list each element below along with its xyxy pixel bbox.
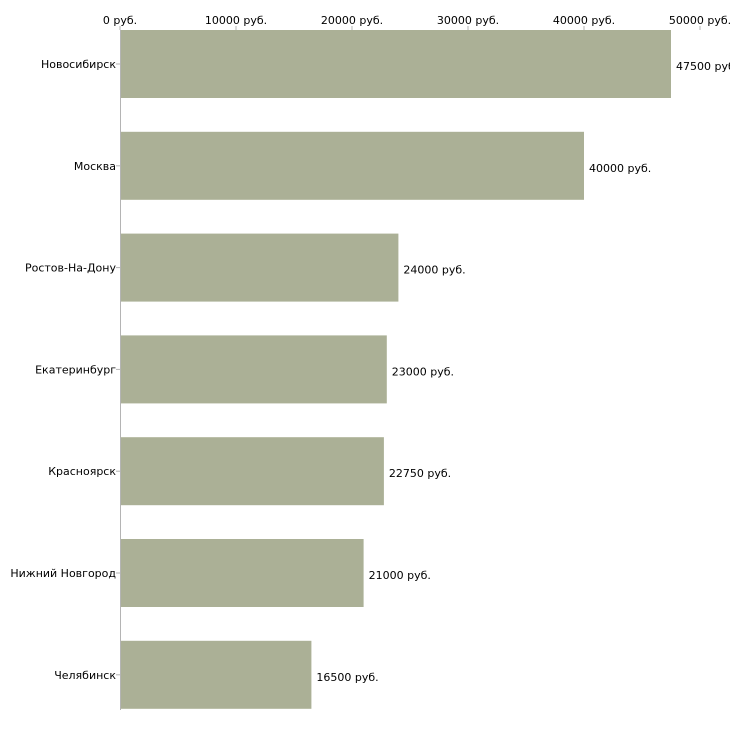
- bar: [120, 640, 312, 709]
- bar: [120, 233, 399, 302]
- bar: [120, 437, 384, 506]
- category-label: Екатеринбург: [35, 363, 116, 376]
- category-label: Ростов-На-Дону: [25, 262, 116, 275]
- data-label: 24000 руб.: [403, 264, 465, 277]
- x-tick-label: 10000 руб.: [205, 14, 267, 27]
- category-label: Нижний Новгород: [10, 567, 116, 580]
- bar: [120, 131, 584, 200]
- category-label: Челябинск: [54, 669, 116, 682]
- data-label: 47500 руб.: [676, 60, 730, 73]
- x-tick-label: 20000 руб.: [321, 14, 383, 27]
- data-label: 21000 руб.: [369, 569, 431, 582]
- bar: [120, 30, 671, 98]
- category-label: Новосибирск: [41, 58, 116, 71]
- data-label: 40000 руб.: [589, 162, 651, 175]
- bar: [120, 539, 364, 607]
- x-tick-label: 40000 руб.: [553, 14, 615, 27]
- x-axis-ticks: 0 руб. 10000 руб. 20000 руб. 30000 руб. 4000…: [103, 14, 730, 30]
- bar: [120, 335, 387, 404]
- bars: 47500 руб. 40000 руб. 24000 руб. 23000 руб.…: [120, 30, 730, 709]
- category-label: Красноярск: [48, 465, 116, 478]
- data-label: 16500 руб.: [316, 671, 378, 684]
- x-tick-label: 50000 руб.: [669, 14, 730, 27]
- category-label: Москва: [74, 160, 116, 173]
- axes: Новосибирск Москва Ростов-На-Дону Екатеринб…: [10, 30, 121, 710]
- x-tick-label: 0 руб.: [103, 14, 137, 27]
- data-label: 23000 руб.: [392, 365, 454, 378]
- x-tick-label: 30000 руб.: [437, 14, 499, 27]
- data-label: 22750 руб.: [389, 467, 451, 480]
